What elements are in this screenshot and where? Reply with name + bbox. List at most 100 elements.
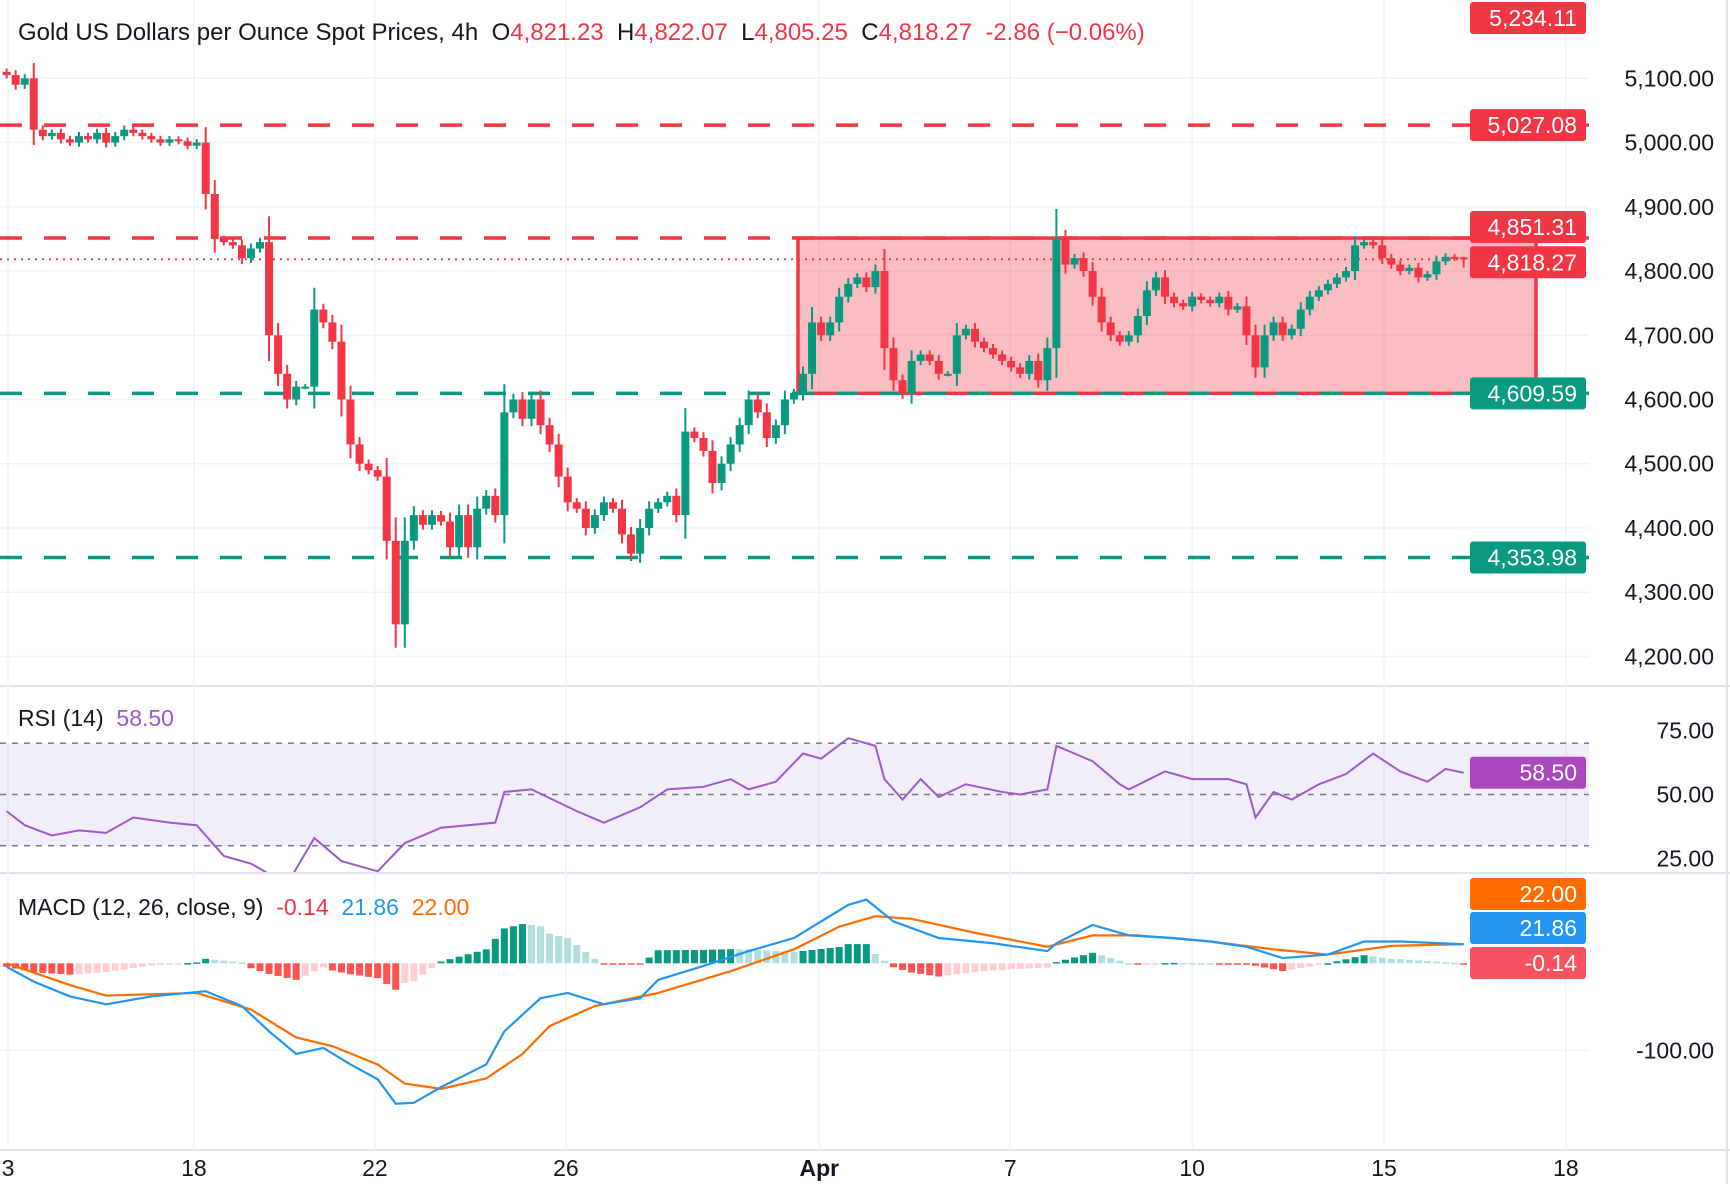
macd-histogram-bar (1315, 963, 1323, 965)
candle-body (717, 463, 726, 484)
macd-histogram-bar (1288, 963, 1296, 970)
candle-body (174, 139, 183, 142)
candle (581, 501, 590, 536)
macd-pane (0, 898, 1589, 1105)
candle (1432, 255, 1441, 281)
macd-histogram-bar (1061, 959, 1069, 964)
candle-body (817, 322, 826, 336)
macd-histogram-bar (709, 949, 716, 964)
macd-histogram-bar (491, 938, 499, 964)
price-tick-label: 4,400.00 (1624, 515, 1714, 541)
candle-body (1224, 296, 1233, 310)
macd-histogram-bar (238, 962, 246, 965)
macd-histogram-bar (835, 947, 843, 964)
candle-body (509, 399, 518, 413)
rsi-legend: RSI (14) 58.50 (18, 705, 174, 732)
level-badge: 5,027.08 (1470, 109, 1586, 142)
candle-body (500, 412, 509, 516)
macd-histogram-bar (211, 959, 219, 964)
candle (210, 180, 219, 253)
rsi-line (5, 737, 1464, 872)
candle-body (699, 438, 708, 451)
candle-body (1441, 256, 1450, 262)
macd-histogram-bar (374, 963, 382, 979)
candle (183, 137, 192, 150)
candle-body (1115, 335, 1124, 342)
macd-histogram-bar (120, 963, 128, 970)
macd-histogram-bar (971, 963, 979, 973)
price-tick-label: 5,000.00 (1624, 130, 1714, 156)
candle-body (1305, 296, 1314, 310)
candle-body (301, 386, 310, 389)
macd-histogram-bar (781, 951, 789, 964)
macd-histogram-bar (663, 950, 671, 964)
macd-hist-value: -0.14 (276, 894, 329, 920)
macd-histogram-bar (880, 960, 888, 964)
candle-body (762, 412, 771, 439)
macd-signal-badge: 22.00 (1470, 878, 1586, 910)
macd-histogram-bar (265, 963, 273, 974)
candle-body (1142, 290, 1151, 316)
candle (328, 315, 337, 350)
candle-body (1025, 360, 1034, 374)
macd-histogram-bar (953, 963, 961, 975)
macd-histogram-bar (383, 963, 391, 984)
macd-histogram-bar (1188, 963, 1196, 965)
macd-histogram-bar (1080, 955, 1088, 964)
candle-body (1278, 322, 1287, 336)
macd-histogram-bar (736, 949, 744, 964)
candle (599, 496, 608, 521)
macd-histogram-bar (772, 950, 780, 964)
candle (319, 303, 328, 329)
candle-body (256, 242, 264, 249)
candle (826, 316, 835, 342)
macd-histogram-bar (799, 950, 807, 964)
macd-histogram-bar (518, 924, 526, 964)
macd-histogram-bar (57, 963, 65, 975)
macd-histogram-bar (1378, 957, 1386, 964)
candle (418, 510, 427, 530)
candle (780, 390, 789, 435)
candle-body (1414, 267, 1423, 278)
candle (1314, 286, 1323, 301)
candle-body (898, 380, 907, 394)
price-pane (0, 62, 1589, 648)
candle-body (627, 534, 636, 554)
candle (364, 459, 373, 475)
candle (690, 427, 699, 443)
macd-histogram-bar (1460, 963, 1468, 965)
macd-histogram-bar (102, 963, 110, 973)
candle (1378, 239, 1387, 264)
macd-histogram-bar (1351, 957, 1359, 964)
candle (844, 278, 853, 303)
time-tick-label: 3 (2, 1155, 15, 1181)
candle (1097, 287, 1106, 332)
candle (862, 272, 871, 293)
candle-body (491, 495, 500, 516)
candle-body (1233, 306, 1242, 310)
macd-hist-badge: -0.14 (1470, 947, 1586, 979)
close-label: C (861, 19, 879, 46)
candle-body (310, 309, 319, 387)
macd-histogram-bar (618, 963, 626, 965)
macd-histogram-bar (193, 962, 201, 964)
macd-histogram-bar (1360, 955, 1368, 964)
candle-body (1188, 296, 1197, 307)
candle-body (346, 399, 355, 445)
candle (464, 504, 473, 558)
candle (799, 366, 807, 401)
macd-histogram-bar (555, 935, 563, 964)
candle-body (1170, 296, 1179, 304)
candle-body (355, 444, 364, 464)
candle (1278, 316, 1287, 342)
macd-histogram-bar (890, 963, 897, 968)
candle (1233, 302, 1242, 313)
open-label: O (491, 19, 511, 46)
candle (1052, 209, 1061, 378)
macd-histogram-bar (319, 963, 327, 968)
candle-body (771, 425, 780, 439)
candle (2, 68, 11, 79)
macd-histogram-bar (1233, 963, 1241, 965)
